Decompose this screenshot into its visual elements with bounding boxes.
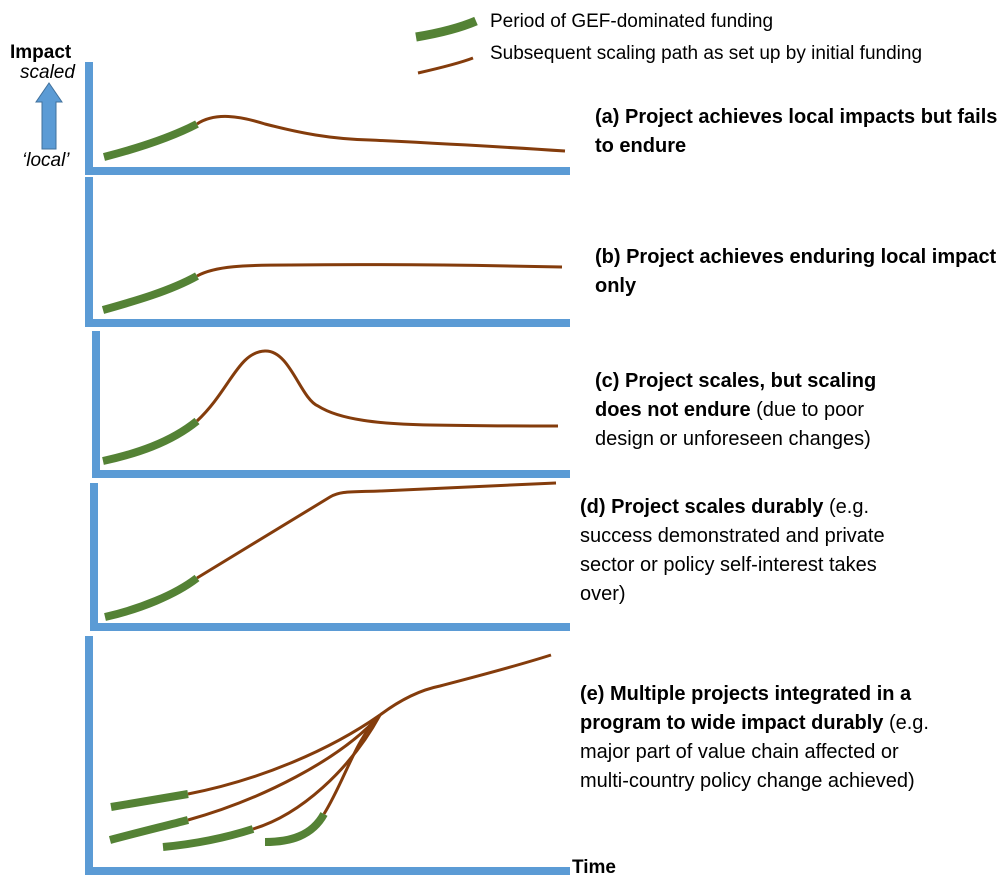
- y-axis-title: Impact: [10, 42, 72, 63]
- panel-c-path-line: [195, 349, 559, 428]
- panel-d-description: (d) Project scales durably (e.g. success…: [580, 493, 900, 609]
- panel-b-plot: [85, 177, 570, 327]
- panel-c-bold-text: (c) Project scales, but scaling does not…: [595, 370, 877, 421]
- panel-d-path-line: [196, 481, 557, 580]
- panel-a-path-line: [196, 114, 566, 153]
- legend-path-swatch: [417, 56, 474, 75]
- panel-b-funding-line: [101, 272, 199, 314]
- panel-d-plot: [90, 481, 570, 631]
- panel-a-bold-text: (a) Project achieves local impacts but f…: [595, 106, 998, 157]
- panel-a-description: (a) Project achieves local impacts but f…: [595, 103, 1005, 161]
- panel-a-plot: [85, 62, 570, 175]
- y-axis-top-label: scaled: [20, 62, 75, 83]
- panel-b-bold-text: (b) Project achieves enduring local impa…: [595, 246, 997, 297]
- x-axis-title: Time: [572, 857, 617, 878]
- panel-e-description: (e) Multiple projects integrated in a pr…: [580, 680, 930, 796]
- panel-e-funding-line-4: [264, 811, 328, 846]
- panel-b-description: (b) Project achieves enduring local impa…: [595, 243, 1005, 301]
- legend-funding-label: Period of GEF-dominated funding: [490, 11, 774, 32]
- panel-e-path-line-3: [252, 714, 382, 831]
- panel-c-plot: [92, 331, 570, 478]
- panel-e-bold-text: (e) Multiple projects integrated in a pr…: [580, 683, 912, 734]
- panel-e-path-line-4: [322, 713, 382, 815]
- panel-d-bold-text: (d) Project scales durably: [580, 496, 824, 518]
- panel-c-description: (c) Project scales, but scaling does not…: [595, 367, 925, 454]
- y-axis-bottom-label: ‘local’: [22, 150, 70, 171]
- panel-e-funding-line-2: [108, 816, 190, 844]
- panel-e-path-line-1: [187, 713, 381, 796]
- panel-e-normal-text: (e.g. major part of value chain affected…: [580, 712, 929, 792]
- panel-e-path-line-main: [379, 653, 552, 717]
- panel-c-normal-text: (due to poor design or unforeseen change…: [595, 399, 871, 450]
- panel-e-funding-line-3: [162, 825, 255, 851]
- panel-e-plot: [85, 636, 570, 875]
- impact-up-arrow-icon: [35, 82, 63, 150]
- panel-e-path-line-2: [187, 714, 382, 822]
- panel-a-funding-line: [103, 120, 199, 161]
- legend-funding-swatch: [415, 16, 478, 42]
- panel-e-funding-line-1: [110, 790, 189, 811]
- panel-b-path-line: [196, 263, 563, 278]
- legend-path-label: Subsequent scaling path as set up by ini…: [490, 43, 923, 64]
- panel-c-funding-line: [102, 417, 200, 465]
- panel-d-normal-text: (e.g. success demonstrated and private s…: [580, 496, 885, 605]
- panel-d-funding-line: [104, 574, 200, 621]
